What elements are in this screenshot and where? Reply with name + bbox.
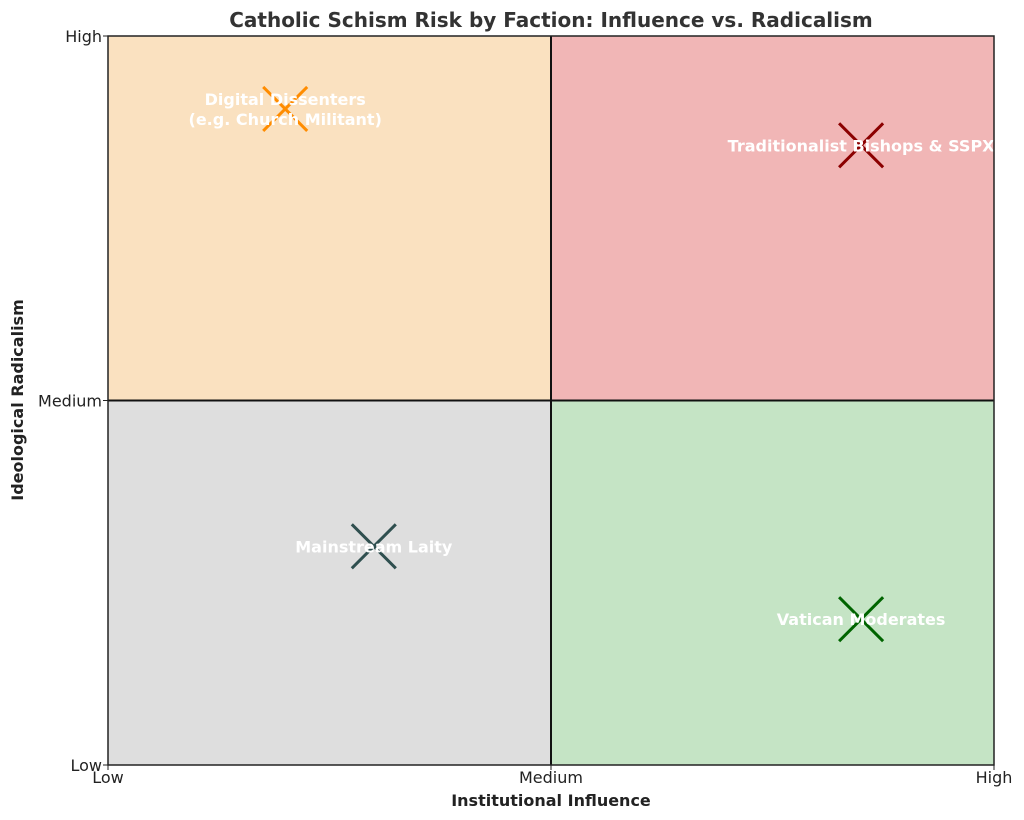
point-marker-b-3 (838, 596, 885, 643)
x-tick-label-2: High (976, 768, 1013, 787)
y-axis-label: Ideological Radicalism (8, 299, 27, 501)
quadrant-2 (108, 400, 551, 765)
quadrant-layer (108, 36, 994, 765)
y-tick-label-0: Low (70, 756, 102, 775)
point-label-3: Vatican Moderates (777, 610, 946, 629)
y-tick-label-2: High (65, 27, 102, 46)
point-layer: Digital Dissenters (e.g. Church Militant)… (189, 85, 996, 643)
point-label-0: Digital Dissenters (e.g. Church Militant) (189, 90, 382, 129)
x-tick-label-0: Low (92, 768, 124, 787)
quadrant-1 (551, 36, 994, 401)
x-tick-label-1: Medium (519, 768, 583, 787)
point-marker-b-2 (350, 523, 397, 570)
tick-layer: Low Medium High Low Medium High (38, 27, 1012, 787)
quadrant-3 (551, 400, 994, 765)
chart-title: Catholic Schism Risk by Faction: Influen… (229, 8, 873, 32)
quadrant-0 (108, 36, 551, 401)
divider-layer (108, 36, 994, 765)
y-tick-label-1: Medium (38, 392, 102, 411)
data-point-0: Digital Dissenters (e.g. Church Militant) (189, 85, 382, 132)
x-axis-label: Institutional Influence (451, 791, 651, 810)
point-label-2: Mainstream Laity (295, 537, 453, 556)
point-label-1: Traditionalist Bishops & SSPX (728, 136, 996, 155)
point-marker-b-0 (262, 85, 309, 132)
data-point-1: Traditionalist Bishops & SSPX (728, 122, 996, 169)
data-point-2: Mainstream Laity (295, 523, 453, 570)
data-point-3: Vatican Moderates (777, 596, 946, 643)
point-marker-b-1 (838, 122, 885, 169)
